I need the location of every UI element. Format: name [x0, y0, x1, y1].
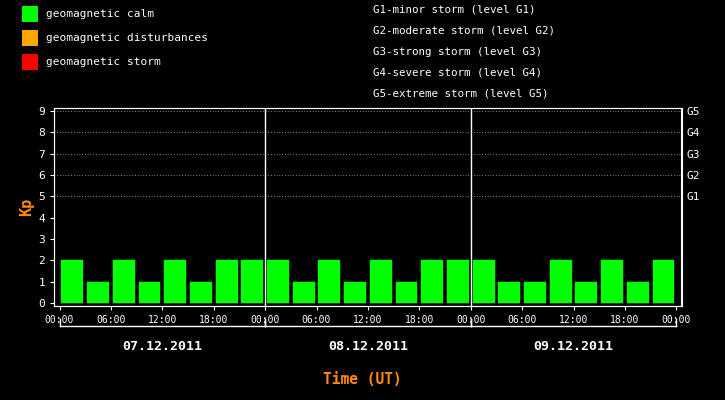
Bar [576, 282, 597, 303]
Text: Time (UT): Time (UT) [323, 372, 402, 388]
Bar [241, 260, 263, 303]
Bar [652, 260, 674, 303]
Bar [215, 260, 238, 303]
Bar [318, 260, 340, 303]
Bar [190, 282, 212, 303]
Text: G4-severe storm (level G4): G4-severe storm (level G4) [373, 68, 542, 78]
Text: geomagnetic storm: geomagnetic storm [46, 57, 161, 67]
Text: G5-extreme storm (level G5): G5-extreme storm (level G5) [373, 88, 549, 98]
Bar [550, 260, 571, 303]
Bar [87, 282, 109, 303]
Bar [627, 282, 649, 303]
Text: geomagnetic calm: geomagnetic calm [46, 9, 154, 19]
Bar [473, 260, 494, 303]
Text: 08.12.2011: 08.12.2011 [328, 340, 408, 352]
Text: geomagnetic disturbances: geomagnetic disturbances [46, 33, 208, 43]
Bar [165, 260, 186, 303]
Bar [267, 260, 289, 303]
Text: G3-strong storm (level G3): G3-strong storm (level G3) [373, 47, 542, 57]
Bar [421, 260, 443, 303]
Bar [62, 260, 83, 303]
Bar [396, 282, 418, 303]
Bar [601, 260, 623, 303]
Text: 09.12.2011: 09.12.2011 [534, 340, 613, 352]
Bar [498, 282, 521, 303]
Bar [370, 260, 392, 303]
Bar [293, 282, 315, 303]
Bar [113, 260, 135, 303]
Bar [344, 282, 366, 303]
Text: 07.12.2011: 07.12.2011 [123, 340, 202, 352]
Bar [524, 282, 546, 303]
Bar [447, 260, 469, 303]
Bar [138, 282, 160, 303]
Y-axis label: Kp: Kp [20, 198, 34, 216]
Text: G2-moderate storm (level G2): G2-moderate storm (level G2) [373, 26, 555, 36]
Text: G1-minor storm (level G1): G1-minor storm (level G1) [373, 5, 536, 15]
